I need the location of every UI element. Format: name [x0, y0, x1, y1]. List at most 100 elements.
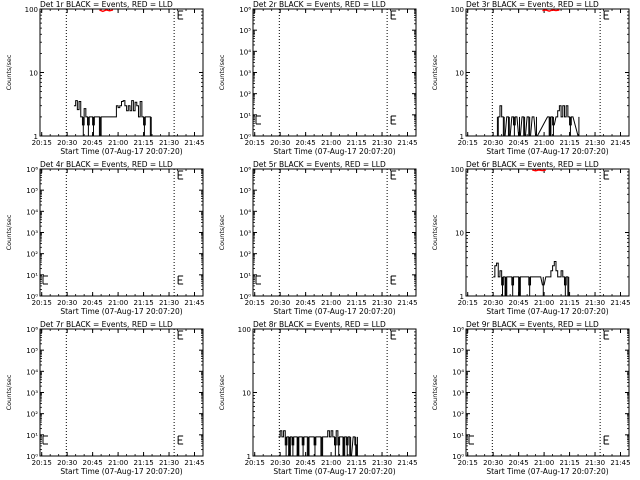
error-bar-marker	[177, 330, 184, 340]
x-tick-label: 21:15	[346, 459, 366, 467]
error-bar-marker	[603, 170, 610, 180]
x-tick-label: 21:00	[108, 299, 128, 307]
events-series	[493, 260, 570, 297]
x-tick-label: 20:15	[32, 299, 52, 307]
error-bar-marker	[42, 275, 48, 285]
x-tick-label: 20:15	[32, 139, 52, 147]
x-tick-label: 21:30	[585, 299, 605, 307]
x-axis-label: Start Time (07-Aug-17 20:07:20)	[273, 147, 395, 156]
error-bar-marker	[390, 330, 397, 340]
panel-title: Det 5r BLACK = Events, RED = LLD	[253, 160, 386, 169]
y-tick-label: 10⁵	[26, 187, 38, 195]
panel-det-5: Det 5r BLACK = Events, RED = LLD 10⁰ 10¹ 10…	[218, 160, 418, 316]
x-tick-label: 20:30	[57, 459, 77, 467]
x-axis-label: Start Time (07-Aug-17 20:07:20)	[273, 307, 395, 316]
x-tick-label: 20:45	[83, 139, 103, 147]
y-tick-label: 10	[455, 70, 464, 78]
error-bar-marker	[390, 170, 397, 180]
x-tick-label: 21:30	[372, 139, 392, 147]
error-bar-marker	[177, 435, 184, 445]
y-tick-label: 10	[455, 230, 464, 238]
y-tick-label: 10⁴	[239, 48, 251, 56]
y-tick-label: 10⁴	[26, 208, 38, 216]
x-tick-label: 21:15	[559, 139, 579, 147]
y-tick-label: 10²	[239, 251, 251, 259]
x-tick-label: 21:45	[184, 459, 204, 467]
y-tick-label: 10⁵	[239, 187, 251, 195]
x-tick-label: 20:15	[245, 139, 265, 147]
panel-title: Det 9r BLACK = Events, RED = LLD	[466, 320, 599, 329]
panel-title: Det 3r BLACK = Events, RED = LLD	[466, 0, 599, 9]
x-axis-label: Start Time (07-Aug-17 20:07:20)	[486, 147, 608, 156]
error-bar-marker	[468, 435, 474, 445]
y-tick-label: 10⁰	[239, 133, 251, 141]
x-tick-label: 21:15	[133, 459, 153, 467]
x-tick-label: 21:45	[610, 459, 630, 467]
lld-series	[532, 169, 546, 172]
x-tick-label: 21:15	[559, 299, 579, 307]
error-bar-marker	[603, 10, 610, 20]
panel-det-8: Det 8r BLACK = Events, RED = LLD 1 10 100 20…	[218, 320, 418, 476]
panel-det-9: Det 9r BLACK = Events, RED = LLD 10⁰ 10¹ 10…	[431, 320, 631, 476]
error-bar-marker	[255, 115, 261, 125]
error-bar-marker	[603, 330, 610, 340]
x-tick-label: 20:45	[296, 139, 316, 147]
error-bar-marker	[42, 435, 48, 445]
x-tick-label: 20:15	[245, 459, 265, 467]
y-tick-label: 10¹	[239, 272, 251, 280]
x-tick-label: 21:45	[184, 139, 204, 147]
y-tick-label: 10¹	[239, 112, 251, 120]
y-tick-label: 10³	[239, 70, 251, 78]
x-tick-label: 20:45	[509, 139, 529, 147]
x-tick-label: 21:30	[159, 459, 179, 467]
x-tick-label: 20:30	[270, 139, 290, 147]
y-tick-label: 10⁶	[452, 326, 464, 334]
y-tick-label: 10⁶	[239, 6, 251, 14]
x-tick-label: 20:45	[83, 459, 103, 467]
x-tick-label: 20:30	[270, 299, 290, 307]
y-tick-label: 10⁰	[452, 453, 464, 461]
x-tick-label: 21:30	[372, 299, 392, 307]
y-tick-label: 10³	[26, 390, 38, 398]
x-tick-label: 21:45	[397, 459, 417, 467]
y-tick-label: 10⁵	[239, 27, 251, 35]
x-tick-label: 20:45	[509, 299, 529, 307]
error-bar-marker	[177, 10, 184, 20]
panel-title: Det 8r BLACK = Events, RED = LLD	[253, 320, 386, 329]
y-tick-label: 100	[25, 6, 38, 14]
y-axis-label: Counts/sec	[218, 374, 226, 410]
x-tick-label: 21:45	[184, 299, 204, 307]
y-tick-label: 10⁵	[26, 347, 38, 355]
x-tick-label: 20:15	[458, 299, 478, 307]
y-tick-label: 10⁵	[452, 347, 464, 355]
x-tick-label: 20:30	[483, 299, 503, 307]
error-bar-marker	[390, 275, 397, 285]
x-tick-label: 20:30	[57, 139, 77, 147]
panel-title: Det 6r BLACK = Events, RED = LLD	[466, 160, 599, 169]
x-tick-label: 21:00	[534, 459, 554, 467]
y-axis-label: Counts/sec	[431, 374, 439, 410]
y-tick-label: 10¹	[26, 272, 38, 280]
panel-det-6: Det 6r BLACK = Events, RED = LLD 1 10 100 20…	[431, 160, 631, 316]
events-series	[73, 100, 153, 137]
y-axis-label: Counts/sec	[5, 54, 13, 90]
x-tick-label: 21:00	[321, 139, 341, 147]
x-tick-label: 21:45	[397, 299, 417, 307]
error-bar-marker	[390, 115, 397, 125]
x-tick-label: 20:15	[458, 139, 478, 147]
x-tick-label: 21:00	[534, 139, 554, 147]
y-tick-label: 1	[247, 453, 251, 461]
x-tick-label: 21:15	[346, 139, 366, 147]
x-tick-label: 20:15	[245, 299, 265, 307]
x-tick-label: 20:15	[458, 459, 478, 467]
error-bar-marker	[255, 275, 261, 285]
x-tick-label: 21:00	[321, 299, 341, 307]
y-tick-label: 10	[242, 390, 251, 398]
y-tick-label: 10⁶	[26, 166, 38, 174]
x-tick-label: 21:15	[133, 299, 153, 307]
y-tick-label: 100	[451, 6, 464, 14]
x-axis-label: Start Time (07-Aug-17 20:07:20)	[486, 467, 608, 476]
y-tick-label: 100	[238, 326, 251, 334]
y-tick-label: 10¹	[26, 432, 38, 440]
error-bar-marker	[177, 170, 184, 180]
